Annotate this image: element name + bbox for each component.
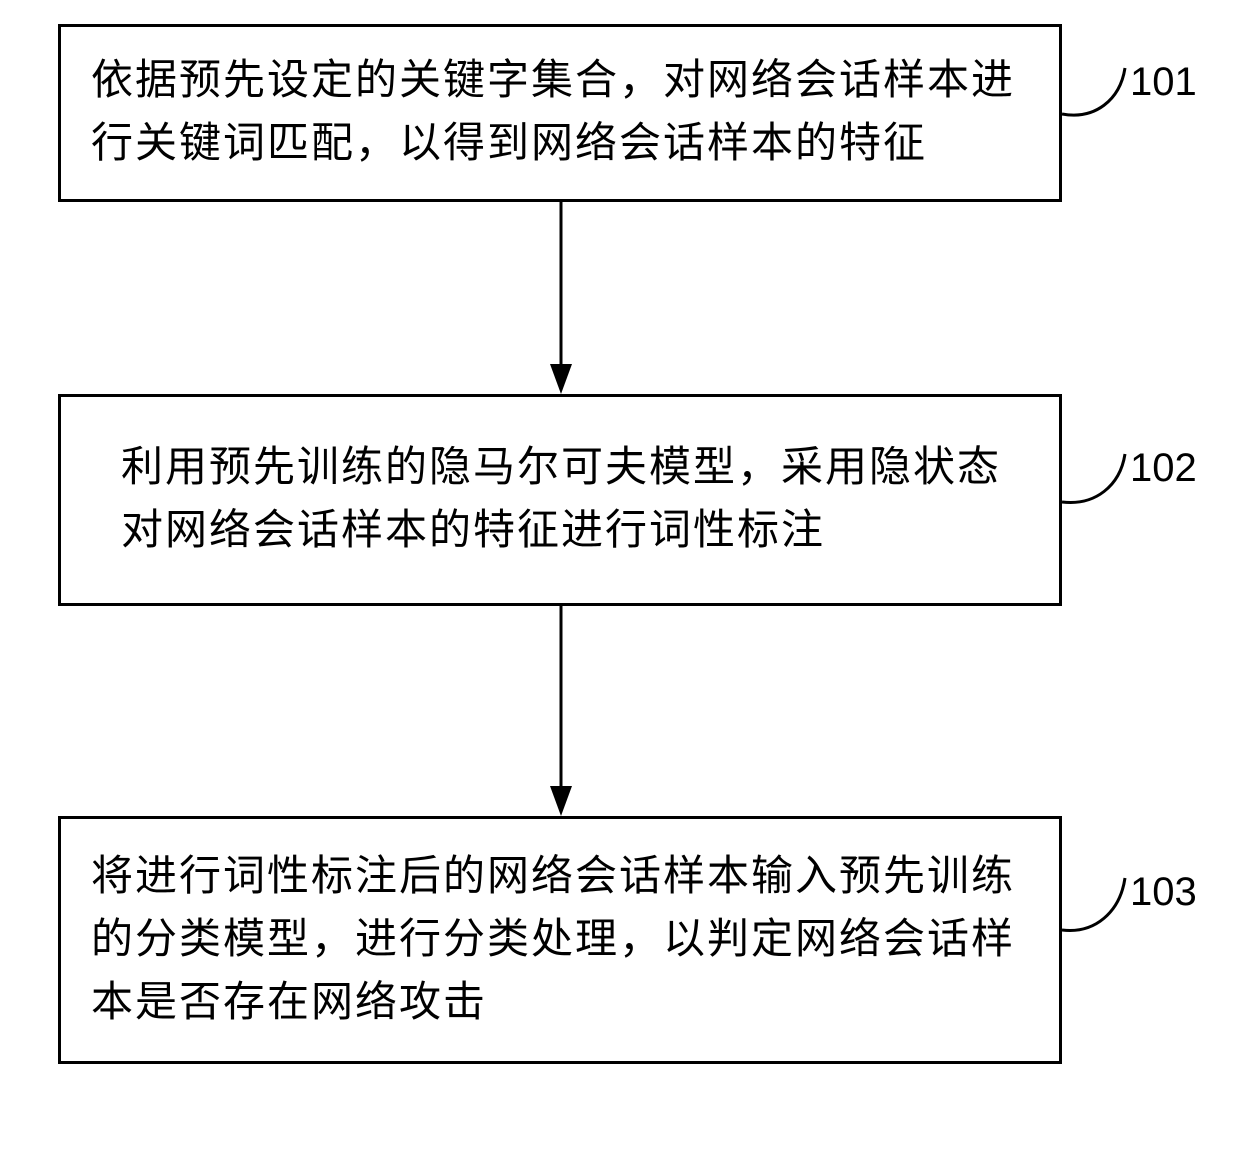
flowchart-step-1: 依据预先设定的关键字集合，对网络会话样本进行关键词匹配，以得到网络会话样本的特征 — [58, 24, 1062, 202]
step-3-label: 103 — [1130, 870, 1197, 915]
flowchart-step-3: 将进行词性标注后的网络会话样本输入预先训练的分类模型，进行分类处理，以判定网络会… — [58, 816, 1062, 1064]
step-1-text: 依据预先设定的关键字集合，对网络会话样本进行关键词匹配，以得到网络会话样本的特征 — [91, 50, 1029, 176]
step-3-text: 将进行词性标注后的网络会话样本输入预先训练的分类模型，进行分类处理，以判定网络会… — [91, 846, 1029, 1035]
step-2-label: 102 — [1130, 446, 1197, 491]
flowchart-step-2: 利用预先训练的隐马尔可夫模型，采用隐状态对网络会话样本的特征进行词性标注 — [58, 394, 1062, 606]
step-2-text: 利用预先训练的隐马尔可夫模型，采用隐状态对网络会话样本的特征进行词性标注 — [121, 437, 1029, 563]
step-1-label: 101 — [1130, 60, 1197, 105]
arrow-2 — [540, 606, 582, 816]
arrow-1 — [540, 202, 582, 394]
